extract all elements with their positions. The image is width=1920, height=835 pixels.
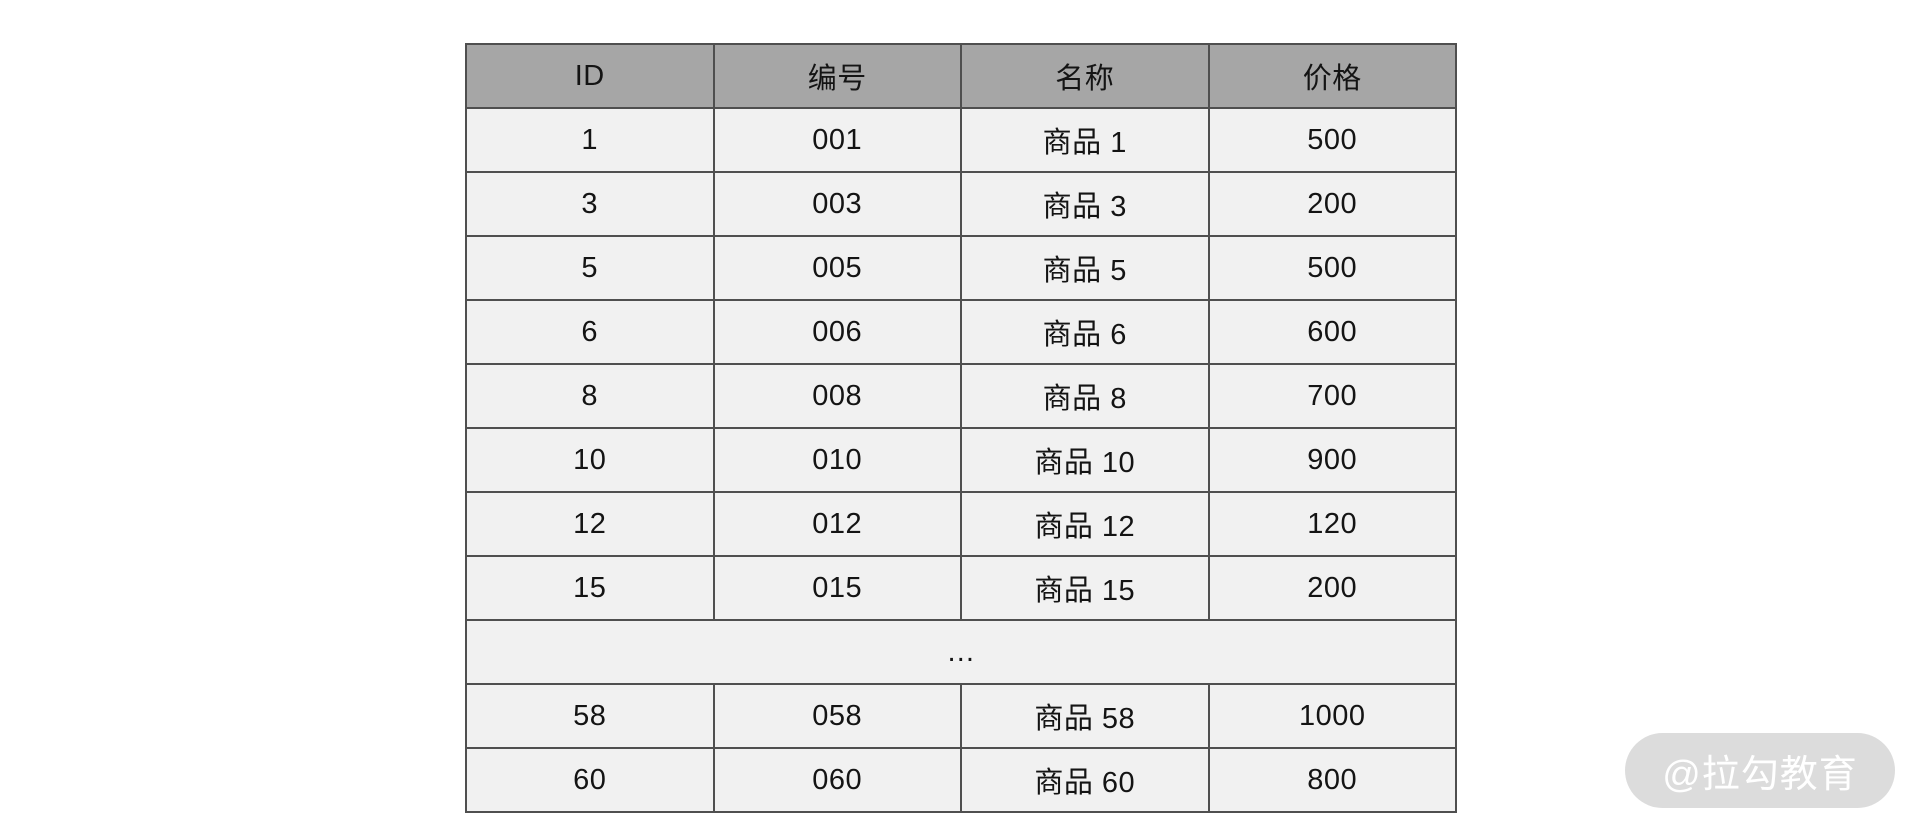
- cell: 商品 6: [960, 299, 1210, 365]
- cell: 200: [1207, 171, 1457, 237]
- column-header-4: 价格: [1207, 43, 1457, 109]
- watermark-text: @拉勾教育: [1662, 754, 1858, 796]
- column-header-1: ID: [465, 43, 715, 109]
- watermark-badge: @拉勾教育: [1625, 733, 1895, 808]
- ellipsis-cell: …: [465, 619, 1457, 685]
- cell: 8: [465, 363, 715, 429]
- cell: 003: [712, 171, 962, 237]
- cell: 商品 10: [960, 427, 1210, 493]
- cell: 58: [465, 683, 715, 749]
- cell: 商品 3: [960, 171, 1210, 237]
- cell: 商品 60: [960, 747, 1210, 813]
- cell: 商品 58: [960, 683, 1210, 749]
- cell: 商品 1: [960, 107, 1210, 173]
- cell: 1: [465, 107, 715, 173]
- cell: 001: [712, 107, 962, 173]
- table-body: 1 001 商品 1 500 3 003 商品 3 200 5 005 商品 5 500 6 006 商品 …: [465, 107, 1457, 813]
- cell: 120: [1207, 491, 1457, 557]
- table-row: 3 003 商品 3 200: [465, 171, 1457, 237]
- column-header-3: 名称: [960, 43, 1210, 109]
- cell: 1000: [1207, 683, 1457, 749]
- cell: 6: [465, 299, 715, 365]
- cell: 200: [1207, 555, 1457, 621]
- ellipsis-row: …: [465, 619, 1457, 685]
- cell: 商品 12: [960, 491, 1210, 557]
- cell: 060: [712, 747, 962, 813]
- cell: 900: [1207, 427, 1457, 493]
- cell: 500: [1207, 235, 1457, 301]
- column-header-2: 编号: [712, 43, 962, 109]
- table-row: 8 008 商品 8 700: [465, 363, 1457, 429]
- table-header-row: ID 编号 名称 价格: [465, 43, 1457, 109]
- table-row: 60 060 商品 60 800: [465, 747, 1457, 813]
- cell: 60: [465, 747, 715, 813]
- cell: 5: [465, 235, 715, 301]
- table-row: 12 012 商品 12 120: [465, 491, 1457, 557]
- cell: 10: [465, 427, 715, 493]
- table-row: 5 005 商品 5 500: [465, 235, 1457, 301]
- cell: 商品 8: [960, 363, 1210, 429]
- cell: 800: [1207, 747, 1457, 813]
- cell: 500: [1207, 107, 1457, 173]
- cell: 012: [712, 491, 962, 557]
- cell: 3: [465, 171, 715, 237]
- cell: 008: [712, 363, 962, 429]
- cell: 006: [712, 299, 962, 365]
- table-row: 58 058 商品 58 1000: [465, 683, 1457, 749]
- table-row: 6 006 商品 6 600: [465, 299, 1457, 365]
- table-row: 10 010 商品 10 900: [465, 427, 1457, 493]
- cell: 12: [465, 491, 715, 557]
- cell: 700: [1207, 363, 1457, 429]
- cell: 15: [465, 555, 715, 621]
- cell: 010: [712, 427, 962, 493]
- cell: 商品 5: [960, 235, 1210, 301]
- table-row: 15 015 商品 15 200: [465, 555, 1457, 621]
- table-row: 1 001 商品 1 500: [465, 107, 1457, 173]
- cell: 600: [1207, 299, 1457, 365]
- cell: 015: [712, 555, 962, 621]
- cell: 058: [712, 683, 962, 749]
- cell: 005: [712, 235, 962, 301]
- cell: 商品 15: [960, 555, 1210, 621]
